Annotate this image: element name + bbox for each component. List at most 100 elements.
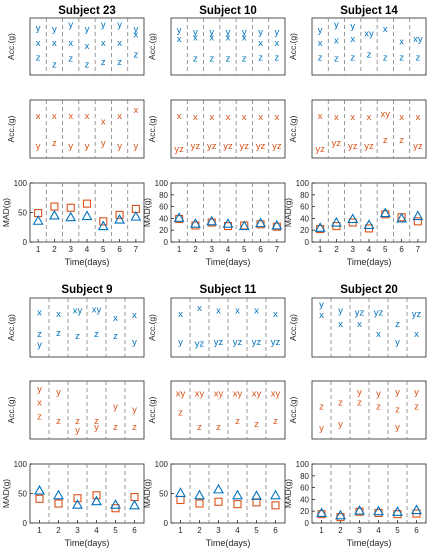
axis-letter-mark: z xyxy=(209,54,214,65)
axis-letter-mark: y xyxy=(68,19,73,30)
axis-letter-mark: x xyxy=(357,319,362,330)
y-tick-label: 0 xyxy=(164,519,169,528)
axis-letter-mark: y xyxy=(75,425,80,436)
axis-letter-mark: z xyxy=(399,52,404,63)
mad-panel: 0 20 40 60 80 100 1 2 3 4 5 6 Time(days) MAD(g) xyxy=(283,460,427,548)
y-tick-label: 0 xyxy=(23,519,28,528)
x-axis-label: Time(days) xyxy=(347,257,392,267)
acc-ylabel: Acc.(g) xyxy=(288,33,298,60)
axis-letter-mark: z xyxy=(338,398,343,409)
axis-letter-mark: xy xyxy=(92,304,102,315)
x-tick-label: 6 xyxy=(414,526,419,535)
y-tick-label: 80 xyxy=(159,191,168,200)
axis-letter-mark: z xyxy=(395,405,400,416)
mad-square-point xyxy=(54,499,63,508)
axis-letter-mark: yz xyxy=(240,141,250,152)
acc-panel-frame xyxy=(311,99,427,159)
axis-letter-mark: x xyxy=(350,112,355,123)
mad-ylabel: MAD(g) xyxy=(283,479,293,508)
acc-ylabel: Acc.(g) xyxy=(147,33,157,60)
axis-letter-mark: x xyxy=(376,329,381,340)
mad-panel-frame xyxy=(311,182,427,243)
axis-letter-mark: x xyxy=(274,112,279,123)
axis-letter-mark: x xyxy=(254,305,259,316)
mad-square-point xyxy=(92,491,101,500)
mad-triangle-point xyxy=(114,213,126,224)
axis-letter-mark: z xyxy=(56,328,61,339)
axis-letter-mark: y xyxy=(133,141,138,152)
axis-letter-mark: z xyxy=(334,54,339,65)
axis-letter-mark: x xyxy=(85,111,90,122)
mad-triangle-point xyxy=(316,507,327,518)
axis-letter-mark: z xyxy=(318,52,323,63)
axis-letter-mark: z xyxy=(254,419,259,430)
axis-letter-mark: z xyxy=(258,52,263,63)
axis-letter-mark: x xyxy=(242,32,247,43)
axis-letter-mark: y xyxy=(36,23,41,34)
x-tick-label: 4 xyxy=(235,526,240,535)
x-tick-label: 7 xyxy=(416,245,421,254)
mad-triangle-point xyxy=(379,207,391,218)
x-tick-label: 6 xyxy=(399,245,404,254)
axis-letter-mark: y xyxy=(117,141,122,152)
x-tick-label: 1 xyxy=(319,526,324,535)
axis-letter-mark: x xyxy=(258,38,263,49)
mad-triangle-point xyxy=(72,499,83,509)
axis-letter-mark: z xyxy=(52,59,57,70)
axis-letter-mark: yz xyxy=(374,307,384,318)
axis-letter-mark: y xyxy=(36,141,41,152)
axis-letter-mark: xy xyxy=(252,388,262,399)
axis-letter-mark: z xyxy=(376,402,381,413)
axis-letter-mark: z xyxy=(68,54,73,65)
acc-ylabel: Acc.(g) xyxy=(6,33,16,60)
mad-triangle-point xyxy=(65,211,77,222)
axis-letter-mark: xy xyxy=(195,388,205,399)
acc-ylabel: Acc.(g) xyxy=(147,396,157,423)
mad-triangle-point xyxy=(53,489,64,500)
mad-triangle-point xyxy=(232,489,243,500)
mad-triangle-point xyxy=(91,495,102,506)
x-tick-label: 5 xyxy=(242,245,247,254)
axis-letter-mark: x xyxy=(415,112,420,123)
axis-letter-mark: x xyxy=(101,117,106,128)
mad-square-point xyxy=(233,500,242,509)
mad-triangle-point xyxy=(129,499,140,510)
mad-triangle-point xyxy=(271,219,283,230)
axis-letter-mark: z xyxy=(383,52,388,63)
mad-ylabel: MAD(g) xyxy=(1,198,11,227)
axis-letter-mark: xy xyxy=(214,388,224,399)
axis-letter-mark: y xyxy=(132,405,137,416)
axis-letter-mark: z xyxy=(113,422,118,433)
y-tick-label: 20 xyxy=(300,226,309,235)
axis-letter-mark: z xyxy=(415,52,420,63)
y-tick-label: 100 xyxy=(14,179,28,188)
y-tick-label: 100 xyxy=(296,460,310,469)
axis-letter-mark: x xyxy=(117,38,122,49)
x-tick-label: 3 xyxy=(209,245,214,254)
axis-letter-mark: yz xyxy=(315,144,325,155)
axis-letter-mark: z xyxy=(52,138,57,149)
axis-letter-mark: y xyxy=(338,419,343,430)
x-tick-label: 2 xyxy=(338,526,343,535)
axis-letter-mark: y xyxy=(101,138,106,149)
axis-letter-mark: z xyxy=(226,54,231,65)
x-tick-label: 6 xyxy=(258,245,263,254)
axis-letter-mark: yz xyxy=(214,337,224,348)
axis-letter-mark: x xyxy=(193,112,198,123)
x-tick-label: 6 xyxy=(132,526,137,535)
axis-letter-mark: z xyxy=(235,416,240,427)
axis-letter-mark: x xyxy=(197,303,202,314)
axis-letter-mark: z xyxy=(101,57,106,68)
axis-letter-mark: y xyxy=(258,27,263,38)
axis-letter-mark: y xyxy=(376,388,381,399)
y-tick-label: 60 xyxy=(300,484,309,493)
x-tick-label: 5 xyxy=(383,245,388,254)
acc-ylabel: Acc.(g) xyxy=(147,314,157,341)
mad-triangle-point xyxy=(255,217,267,228)
mad-square-point xyxy=(413,217,422,226)
axis-letter-mark: xy xyxy=(176,388,186,399)
x-tick-label: 3 xyxy=(75,526,80,535)
mad-triangle-point xyxy=(251,490,262,500)
axis-letter-mark: y xyxy=(37,340,42,351)
